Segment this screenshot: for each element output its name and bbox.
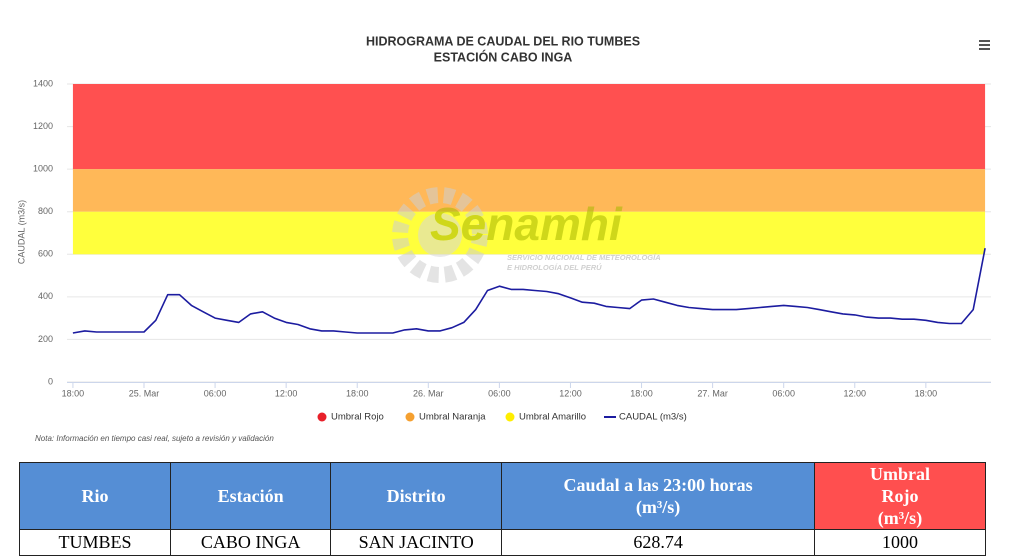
plot: 0 200 400 600 800 1000 1200 1400 18:00 25. Mar 06:… [33,78,991,423]
y-axis-label: CAUDAL (m3/s) [16,200,26,264]
threshold-band [72,169,986,212]
menu-bar[interactable] [979,48,990,50]
y-tick-label: 400 [38,291,53,301]
header-cell: Estación [170,462,332,530]
data-line [72,248,986,334]
summary-table: Rio Estación Distrito Caudal a las 23:00… [18,462,986,556]
x-tick-label: 25. Mar [129,388,160,398]
x-tick-label: 12:00 [559,388,582,398]
watermark-sun [392,187,488,283]
chart-subtitle: ESTACIÓN CABO INGA [434,49,573,64]
y-tick-label: 1000 [33,164,53,174]
x-tick-label: 18:00 [62,388,85,398]
header-cell: Rio [18,462,172,530]
watermark-name: Senamhi [430,198,623,250]
y-tick-label: 0 [48,376,53,386]
cell: TUMBES [18,529,172,556]
note: Nota: Información en tiempo casi real, s… [35,434,274,443]
header-cell: Umbral Rojo (m³/s) [814,462,986,530]
header-cell: Caudal a las 23:00 horas (m³/s) [501,462,815,530]
x-tick-label: 26. Mar [413,388,444,398]
menu-bar[interactable] [979,44,990,46]
chart: HIDROGRAMA DE CAUDAL DEL RIO TUMBES ESTA… [16,34,991,443]
watermark-subtitle: SERVICIO NACIONAL DE METEOROLOGÍA [507,253,661,262]
menu-button[interactable] [979,40,990,50]
y-tick-label: 600 [38,249,53,259]
x-tick-label: 06:00 [204,388,227,398]
watermark: Senamhi SERVICIO NACIONAL DE METEOROLOGÍ… [392,187,661,283]
x-tick-label: 18:00 [346,388,369,398]
x-tick-label: 06:00 [488,388,511,398]
header-cell: Distrito [330,462,503,530]
y-tick-label: 1400 [33,78,53,88]
legend-label: CAUDAL (m3/s) [619,412,687,423]
x-tick-label: 12:00 [275,388,298,398]
x-tick-label: 18:00 [915,388,938,398]
legend-marker [317,412,327,422]
y-tick-label: 200 [38,334,53,344]
y-tick-label: 800 [38,206,53,216]
legend-label: Umbral Naranja [419,412,486,423]
threshold-band [72,84,986,170]
legend-marker [505,412,515,422]
table-header: Rio Estación Distrito Caudal a las 23:00… [18,462,986,530]
x-tick-label: 06:00 [772,388,795,398]
threshold-band [72,211,986,255]
legend-marker [405,412,415,422]
legend-label: Umbral Rojo [331,412,384,423]
chart-title: HIDROGRAMA DE CAUDAL DEL RIO TUMBES [366,34,640,48]
y-tick-label: 1200 [33,121,53,131]
x-tick-label: 12:00 [844,388,867,398]
x-tick-label: 27. Mar [697,388,728,398]
watermark-subtitle: E HIDROLOGÍA DEL PERÚ [507,263,602,272]
menu-bar[interactable] [979,40,990,42]
x-tick-label: 18:00 [630,388,653,398]
legend-label: Umbral Amarillo [519,412,586,423]
watermark-sun [418,213,462,257]
